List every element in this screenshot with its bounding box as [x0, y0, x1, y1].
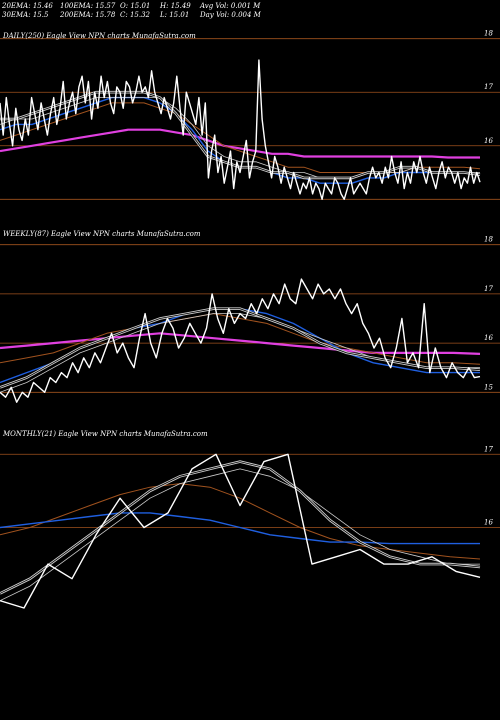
series-line-price: [0, 59, 481, 201]
series-line-price: [0, 278, 481, 403]
series-line-ema_short-outer: [0, 307, 481, 389]
header-open: O: 15.01: [120, 2, 151, 10]
series-line-ema_magenta: [0, 128, 480, 159]
header-avg-vol: Avg Vol: 0.001 M: [200, 2, 261, 10]
y-tick-label: 17: [484, 285, 493, 293]
chart-panel-1: 15 16 17 18 WEEKLY(87) Eagle View NPN charts…: [0, 230, 500, 403]
y-tick-label: 18: [484, 236, 493, 244]
chart-title: MONTHLY(21) Eagle View NPN charts Munafa…: [2, 430, 208, 438]
series-line-ema_short-inner: [0, 461, 481, 594]
series-line-ema_short-inner: [0, 91, 481, 179]
header-ema200: 200EMA: 15.78: [60, 11, 116, 19]
y-tick-label: 18: [484, 30, 493, 38]
header-low: L: 15.01: [160, 11, 190, 19]
series-line-ema_orange: [0, 483, 481, 560]
y-tick-label: 16: [484, 334, 493, 342]
header-high: H: 15.49: [160, 2, 191, 10]
series-line-ema_blue: [0, 512, 480, 545]
y-tick-label: 17: [484, 445, 493, 453]
chart-title: WEEKLY(87) Eagle View NPN charts MunafaS…: [3, 230, 201, 238]
chart-panel-0: 16 17 18 DAILY(250) Eagle View NPN charts M…: [0, 30, 500, 201]
series-line-ema_short-outer: [0, 90, 481, 180]
y-tick-label: 15: [484, 383, 493, 391]
header-ema20: 20EMA: 15.46: [2, 2, 53, 10]
y-tick-label: 16: [484, 137, 493, 145]
header-ema100: 100EMA: 15.57: [60, 2, 116, 10]
series-line-price: [0, 453, 481, 609]
header-ema30: 30EMA: 15.5: [2, 11, 49, 19]
series-line-ema_magenta: [0, 332, 481, 355]
series-line-ema_mid: [0, 468, 480, 602]
series-line-ema_orange: [0, 313, 481, 365]
header-close: C: 15.32: [120, 11, 150, 19]
chart-title: DAILY(250) Eagle View NPN charts MunafaS…: [2, 32, 196, 40]
chart-panel-2: 16 17 MONTHLY(21) Eagle View NPN charts Mu…: [0, 430, 500, 609]
y-tick-label: 17: [484, 83, 493, 91]
header-day-vol: Day Vol: 0.004 M: [200, 11, 261, 19]
series-line-ema_short-inner: [0, 308, 481, 388]
y-tick-label: 16: [484, 519, 493, 527]
